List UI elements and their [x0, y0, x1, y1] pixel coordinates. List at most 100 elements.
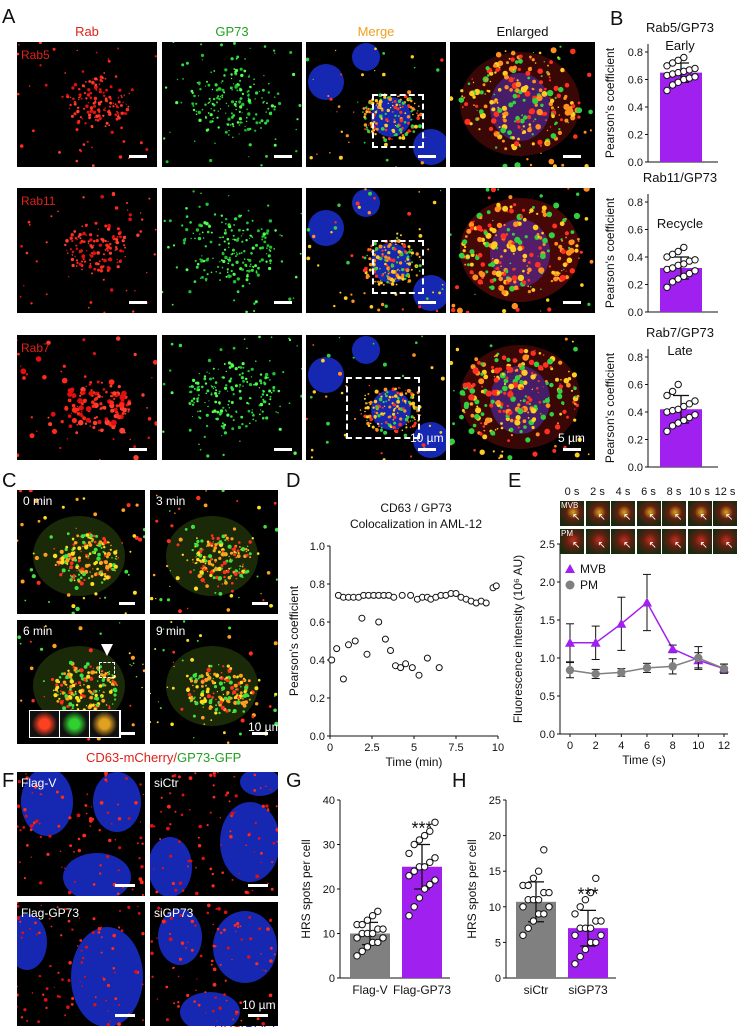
micrograph-gp73 [162, 42, 302, 167]
puncta [240, 73, 244, 78]
puncta [91, 931, 95, 935]
puncta [531, 288, 536, 292]
puncta [85, 81, 87, 83]
b-point [674, 380, 682, 389]
puncta [251, 236, 254, 239]
puncta [251, 409, 253, 411]
puncta [29, 433, 35, 439]
puncta [373, 241, 377, 246]
puncta [115, 247, 118, 251]
puncta [249, 234, 252, 237]
puncta [507, 455, 513, 460]
puncta [249, 556, 252, 559]
puncta [236, 253, 239, 256]
puncta [251, 889, 254, 892]
puncta [380, 395, 383, 398]
micrograph-image [162, 190, 302, 313]
puncta [491, 244, 496, 250]
puncta [118, 155, 123, 159]
puncta [528, 123, 532, 126]
puncta [473, 220, 475, 223]
puncta [206, 80, 208, 83]
puncta [374, 274, 379, 278]
puncta [20, 936, 23, 939]
puncta [100, 926, 103, 929]
puncta [523, 348, 529, 354]
puncta [418, 270, 421, 272]
puncta [86, 224, 88, 226]
puncta [226, 608, 231, 612]
puncta [380, 302, 385, 307]
arrow-icon: ↖ [648, 540, 657, 551]
puncta [107, 59, 111, 63]
puncta [513, 77, 516, 79]
puncta [560, 118, 563, 122]
puncta [81, 677, 85, 681]
puncta [547, 64, 549, 67]
puncta [242, 385, 244, 387]
puncta [249, 265, 252, 268]
puncta [535, 387, 539, 390]
puncta [212, 541, 214, 543]
puncta [77, 848, 81, 853]
puncta [589, 129, 592, 132]
puncta [529, 252, 534, 258]
d-ylabel: Pearson's coefficient [287, 585, 301, 696]
puncta [475, 254, 478, 256]
puncta [275, 411, 277, 413]
puncta [517, 137, 520, 141]
puncta [369, 417, 373, 422]
puncta [552, 164, 557, 167]
puncta [78, 558, 81, 562]
puncta [182, 620, 186, 623]
puncta [112, 680, 115, 683]
arrow-icon: ↖ [597, 512, 606, 523]
puncta [465, 310, 470, 313]
puncta [365, 275, 369, 280]
puncta [150, 692, 151, 695]
puncta [517, 125, 521, 129]
puncta [221, 686, 226, 691]
puncta [244, 125, 246, 127]
puncta [233, 238, 237, 241]
puncta [113, 397, 116, 400]
puncta [326, 421, 330, 426]
puncta [113, 407, 118, 412]
puncta [163, 137, 166, 140]
puncta [171, 303, 174, 306]
puncta [205, 392, 208, 395]
puncta [511, 143, 515, 148]
puncta [530, 374, 536, 380]
puncta [410, 110, 413, 113]
puncta [464, 235, 468, 238]
puncta [575, 244, 579, 248]
puncta [394, 429, 399, 434]
puncta [124, 246, 126, 249]
puncta [81, 956, 85, 960]
puncta [413, 102, 416, 105]
puncta [89, 262, 92, 265]
puncta [217, 907, 221, 911]
puncta [550, 106, 554, 110]
puncta [79, 668, 84, 673]
puncta [128, 652, 131, 655]
puncta [216, 410, 220, 414]
puncta [333, 226, 338, 230]
puncta [261, 410, 264, 413]
puncta [496, 202, 501, 208]
puncta [220, 82, 222, 84]
puncta [243, 258, 246, 260]
puncta [70, 673, 73, 676]
puncta [218, 97, 221, 101]
puncta [141, 932, 145, 936]
puncta [571, 372, 577, 378]
puncta [204, 991, 207, 994]
puncta [61, 95, 64, 98]
puncta [185, 61, 189, 65]
puncta [211, 536, 215, 540]
nucleus [220, 802, 278, 882]
puncta [86, 674, 91, 679]
puncta [407, 281, 409, 284]
puncta [115, 117, 119, 121]
puncta [293, 451, 297, 455]
